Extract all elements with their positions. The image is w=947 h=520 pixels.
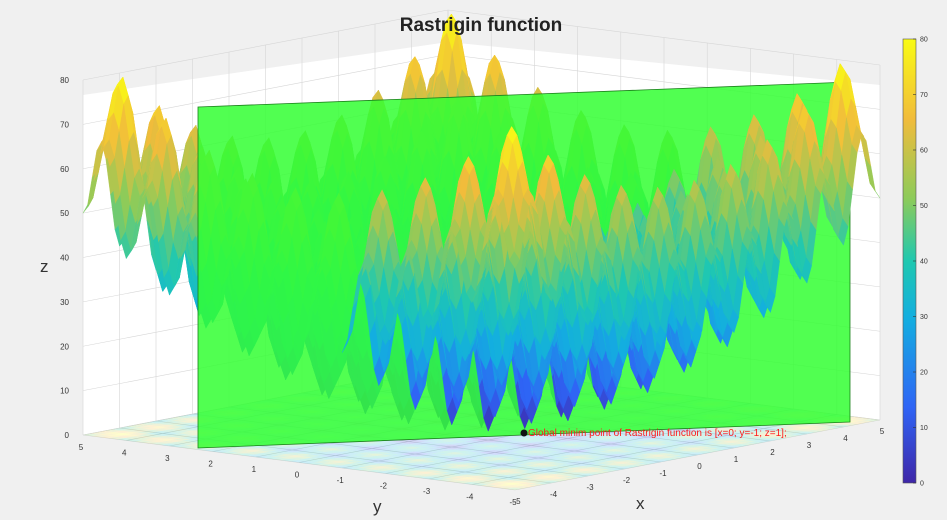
colorbar-tick-label: 50 xyxy=(920,203,928,210)
x-tick-label: 4 xyxy=(843,434,848,443)
colorbar-tick-label: 10 xyxy=(920,425,928,432)
z-tick-label: 70 xyxy=(60,120,69,129)
y-tick-label: -2 xyxy=(380,482,388,491)
x-tick-labels: -5 -4 -3 -2 -1 0 1 2 3 4 5 xyxy=(513,427,884,506)
colorbar-tick-labels: 0 10 20 30 40 50 60 70 80 xyxy=(913,37,928,488)
x-tick-label: -1 xyxy=(659,469,667,478)
y-axis-label: y xyxy=(373,497,382,516)
y-tick-label: 0 xyxy=(295,471,300,480)
z-tick-label: 80 xyxy=(60,76,69,85)
z-tick-label: 20 xyxy=(60,342,69,351)
colorbar-tick-label: 0 xyxy=(920,481,924,488)
z-tick-label: 0 xyxy=(65,431,70,440)
x-tick-label: -2 xyxy=(623,476,631,485)
z-tick-label: 10 xyxy=(60,387,69,396)
x-tick-label: 5 xyxy=(880,427,885,436)
minimum-annotation: Global minim point of Rastrigin function… xyxy=(528,428,787,439)
colorbar-tick-label: 60 xyxy=(920,148,928,155)
y-tick-label: 2 xyxy=(208,460,213,469)
y-tick-label: -5 xyxy=(509,498,517,507)
y-tick-label: 5 xyxy=(79,443,84,452)
x-tick-label: -4 xyxy=(550,490,558,499)
y-tick-label: -1 xyxy=(337,476,345,485)
colorbar-tick-label: 20 xyxy=(920,370,928,377)
y-tick-label: -4 xyxy=(466,493,474,502)
chart-title: Rastrigin function xyxy=(400,15,563,36)
surface-front xyxy=(342,62,881,432)
colorbar-tick-label: 30 xyxy=(920,314,928,321)
colorbar-tick-label: 70 xyxy=(920,92,928,99)
y-tick-label: 1 xyxy=(252,465,257,474)
x-tick-label: -3 xyxy=(586,483,594,492)
z-tick-label: 40 xyxy=(60,254,69,263)
x-tick-label: 3 xyxy=(807,441,812,450)
y-tick-label: -3 xyxy=(423,487,431,496)
z-tick-label: 60 xyxy=(60,165,69,174)
colorbar-tick-label: 40 xyxy=(920,259,928,266)
colorbar-tick-label: 80 xyxy=(920,37,928,44)
x-tick-label: 0 xyxy=(697,462,702,471)
z-tick-label: 50 xyxy=(60,209,69,218)
z-tick-labels: 0 10 20 30 40 50 60 70 80 xyxy=(60,76,69,440)
x-axis-label: x xyxy=(636,494,645,513)
global-minimum-marker xyxy=(520,429,528,437)
x-tick-label: -5 xyxy=(513,497,521,506)
z-axis-label: z xyxy=(40,257,49,276)
y-tick-label: 3 xyxy=(165,454,170,463)
z-tick-label: 30 xyxy=(60,298,69,307)
x-tick-label: 1 xyxy=(734,455,739,464)
x-tick-label: 2 xyxy=(770,448,775,457)
y-tick-label: 4 xyxy=(122,449,127,458)
y-tick-labels: -5 -4 -3 -2 -1 0 1 2 3 4 5 xyxy=(79,443,517,507)
